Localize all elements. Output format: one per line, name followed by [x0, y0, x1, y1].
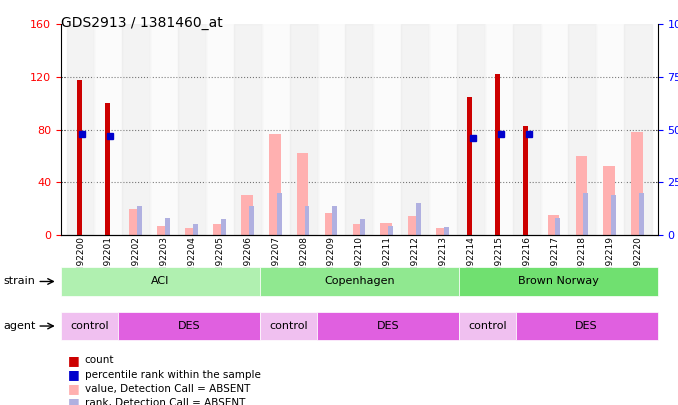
Text: rank, Detection Call = ABSENT: rank, Detection Call = ABSENT: [85, 398, 245, 405]
Text: DES: DES: [576, 321, 598, 331]
Bar: [206, 24, 234, 235]
Text: DES: DES: [178, 321, 200, 331]
Bar: [94, 24, 122, 235]
Bar: [576, 156, 587, 235]
Bar: [221, 219, 226, 235]
Bar: [290, 24, 317, 235]
Bar: [467, 97, 473, 235]
Bar: [297, 153, 308, 235]
Text: count: count: [85, 356, 115, 365]
Bar: [496, 75, 500, 235]
Text: control: control: [70, 321, 108, 331]
Bar: [317, 24, 345, 235]
Bar: [304, 206, 309, 235]
Bar: [603, 166, 615, 235]
Bar: [137, 206, 142, 235]
Text: control: control: [269, 321, 308, 331]
Bar: [639, 193, 644, 235]
Text: agent: agent: [3, 321, 36, 331]
Bar: [360, 219, 365, 235]
Bar: [185, 228, 197, 235]
Bar: [122, 24, 151, 235]
Bar: [380, 223, 392, 235]
Text: ACI: ACI: [151, 277, 170, 286]
Bar: [631, 132, 643, 235]
Bar: [612, 196, 616, 235]
Bar: [249, 206, 254, 235]
Bar: [523, 126, 528, 235]
Text: Brown Norway: Brown Norway: [518, 277, 599, 286]
Bar: [269, 134, 281, 235]
Bar: [485, 24, 513, 235]
Bar: [555, 218, 560, 235]
Bar: [325, 213, 336, 235]
Bar: [597, 24, 624, 235]
Bar: [568, 24, 597, 235]
Bar: [353, 224, 364, 235]
Bar: [151, 24, 178, 235]
Text: DES: DES: [376, 321, 399, 331]
Bar: [129, 209, 141, 235]
Bar: [345, 24, 374, 235]
Text: percentile rank within the sample: percentile rank within the sample: [85, 370, 260, 379]
Text: value, Detection Call = ABSENT: value, Detection Call = ABSENT: [85, 384, 250, 394]
Text: control: control: [468, 321, 506, 331]
Text: Copenhagen: Copenhagen: [324, 277, 395, 286]
Bar: [277, 193, 281, 235]
Bar: [234, 24, 262, 235]
Bar: [401, 24, 429, 235]
Text: GDS2913 / 1381460_at: GDS2913 / 1381460_at: [61, 16, 223, 30]
Bar: [241, 196, 253, 235]
Bar: [157, 226, 169, 235]
Bar: [583, 193, 589, 235]
Bar: [77, 79, 82, 235]
Bar: [332, 206, 338, 235]
Bar: [624, 24, 652, 235]
Bar: [262, 24, 290, 235]
Bar: [105, 103, 110, 235]
Text: ■: ■: [68, 368, 79, 381]
Bar: [429, 24, 457, 235]
Bar: [436, 228, 448, 235]
Text: strain: strain: [3, 277, 35, 286]
Text: ■: ■: [68, 354, 79, 367]
Bar: [374, 24, 401, 235]
Bar: [540, 24, 568, 235]
Bar: [213, 224, 225, 235]
Bar: [548, 215, 559, 235]
Bar: [513, 24, 540, 235]
Bar: [178, 24, 206, 235]
Text: ■: ■: [68, 382, 79, 395]
Bar: [66, 24, 94, 235]
Bar: [457, 24, 485, 235]
Bar: [193, 224, 198, 235]
Bar: [408, 216, 420, 235]
Bar: [165, 218, 170, 235]
Text: ■: ■: [68, 396, 79, 405]
Bar: [444, 227, 449, 235]
Bar: [416, 203, 421, 235]
Bar: [388, 226, 393, 235]
